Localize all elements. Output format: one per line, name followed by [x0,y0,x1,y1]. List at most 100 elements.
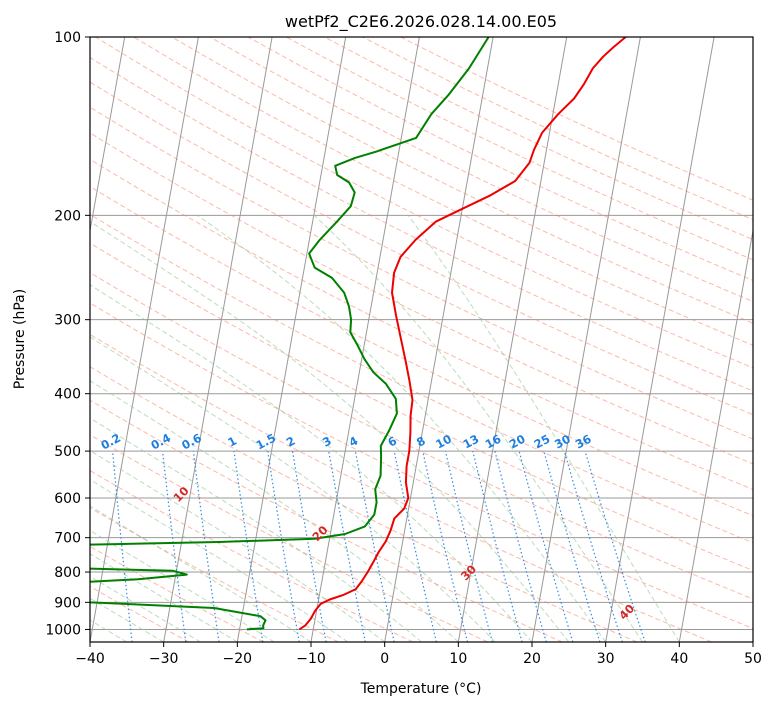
y-tick-label: 100 [54,30,81,46]
y-tick-label: 800 [54,565,81,581]
mixing-ratio-label: 13 [461,432,482,452]
isotherm-gridline [678,227,753,642]
mixing-ratio-line [444,450,493,642]
mixing-ratio-line [233,451,264,642]
mixing-ratio-line [267,451,300,642]
dry-adiabat [209,37,753,303]
dry-adiabat-label: 20 [309,523,330,544]
mixing-ratio-line [518,450,574,642]
x-tick-label: 10 [449,651,467,667]
dry-adiabat [133,37,753,346]
isotherm-gridline [752,639,753,642]
moist-adiabat [90,284,533,642]
moist-adiabat [90,336,496,642]
mixing-ratio-line [543,450,601,642]
mixing-ratio-label: 8 [414,433,428,449]
mixing-ratio-line [162,451,187,642]
isotherm-gridline [163,37,273,642]
mixing-ratio-label: 30 [552,432,573,452]
mixing-ratio-line [584,450,646,642]
chart-title: wetPf2_C2E6.2026.028.14.00.E05 [285,12,557,32]
mixing-ratio-line [291,450,327,642]
mixing-ratio-line [422,450,469,642]
dry-adiabat [285,37,753,261]
dry-adiabat [95,37,753,369]
dry-adiabat [90,272,753,600]
isotherm-gridline [236,37,347,642]
mixing-ratio-line [393,450,437,642]
mixing-ratio-label: 3 [320,433,334,449]
isotherm-gridline [90,37,199,642]
mixing-ratio-label: 4 [347,433,361,449]
mixing-ratio-label: 25 [532,432,553,452]
y-tick-label: 200 [54,208,81,224]
dry-adiabat [90,242,753,572]
dewpoint-profile-line [90,37,490,631]
dry-adiabat [90,399,563,642]
moist-adiabat [90,529,275,642]
y-tick-label: 500 [54,444,81,460]
isotherm-gridline [605,37,715,642]
dry-adiabat [171,37,753,324]
dry-adiabat [362,37,753,221]
dry-adiabat [90,302,753,630]
moist-adiabat [90,450,385,642]
dry-adiabat [90,56,753,392]
mixing-ratio-label: 10 [433,432,454,452]
dry-adiabat [90,213,753,544]
x-tick-label: 50 [744,651,762,667]
mixing-ratio-line [563,450,623,642]
plot-frame [89,36,754,643]
mixing-ratio-line [472,450,523,642]
mixing-ratio-line [354,450,395,642]
moist-adiabat [407,215,680,642]
isotherm-gridline [310,37,420,642]
x-tick-label: 40 [670,651,688,667]
dry-adiabat [90,333,712,642]
x-tick-label: −20 [223,651,253,667]
dry-adiabat [90,185,753,517]
y-tick-label: 1000 [45,622,81,638]
y-tick-label: 900 [54,595,81,611]
mixing-ratio-label: 16 [483,432,504,452]
dry-adiabat [324,37,753,241]
mixing-ratio-label: 36 [573,432,594,452]
mixing-ratio-label: 6 [385,434,399,450]
dry-adiabat-label: 40 [616,601,637,622]
x-tick-label: 30 [597,651,615,667]
moist-adiabat [90,597,164,642]
dry-adiabat [90,434,488,642]
y-tick-label: 400 [54,387,81,403]
dry-adiabat [90,545,264,642]
dry-adiabat [400,37,753,201]
isotherm-gridline [457,37,568,642]
mixing-ratio-label: 2 [284,433,298,449]
x-tick-label: 0 [380,651,389,667]
dry-adiabat [90,507,339,642]
y-tick-label: 600 [54,491,81,507]
mixing-ratio-line [192,451,220,642]
dry-adiabat [90,366,638,642]
moist-adiabat [90,479,349,642]
moist-adiabat [90,380,459,642]
dry-adiabat [90,585,190,642]
mixing-ratio-line [328,450,366,642]
dry-adiabat [90,81,753,416]
x-tick-label: 20 [523,651,541,667]
mixing-ratio-label: 1 [225,434,239,450]
mixing-ratio-label: 20 [507,432,528,452]
temperature-profile-line [298,37,627,631]
mixing-ratio-line [112,451,133,642]
isotherm-gridline [531,37,641,642]
dry-adiabat [90,132,753,465]
moist-adiabat [90,417,422,642]
dry-adiabat [90,470,414,642]
moist-adiabat [313,214,643,642]
dry-adiabat [90,158,753,491]
x-tick-label: −10 [296,651,326,667]
moist-adiabat [90,553,238,642]
y-tick-label: 300 [54,313,81,329]
x-tick-label: −40 [75,651,105,667]
